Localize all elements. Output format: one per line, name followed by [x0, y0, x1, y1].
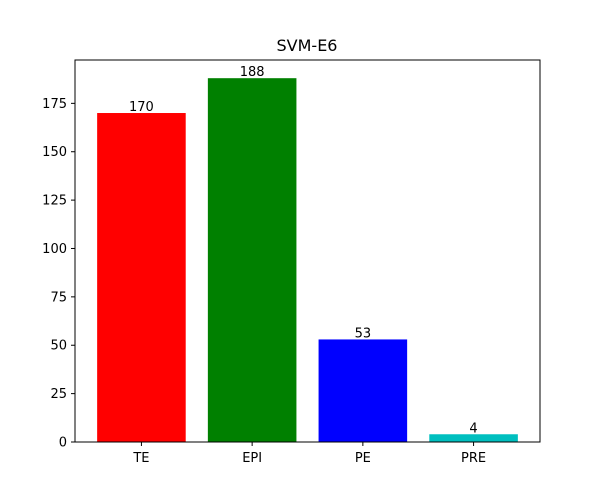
- bars-group: [97, 78, 518, 443]
- plot-frame: [74, 59, 541, 443]
- y-tick-label-125: 125: [42, 194, 67, 209]
- bar-epi: [207, 78, 297, 442]
- y-tick-label-25: 25: [50, 387, 67, 402]
- data-label-pre: 4: [469, 421, 477, 436]
- x-axis: TE EPI PE PRE: [132, 442, 486, 466]
- x-tick-label-pre: PRE: [461, 451, 486, 466]
- data-labels-group: 170 188 53 4: [129, 65, 478, 436]
- y-tick-label-0: 0: [59, 436, 67, 451]
- y-axis: 0 25 50 75 100 125 150 175: [42, 97, 75, 451]
- chart-title: SVM-E6: [277, 36, 338, 55]
- bar-pre: [429, 434, 518, 442]
- y-tick-label-100: 100: [42, 242, 67, 257]
- bar-te: [97, 113, 186, 443]
- y-tick-label-50: 50: [50, 339, 67, 354]
- x-tick-label-pe: PE: [355, 451, 371, 466]
- x-tick-label-te: TE: [132, 451, 149, 466]
- y-tick-label-75: 75: [50, 290, 67, 305]
- y-tick-label-175: 175: [42, 97, 67, 112]
- bar-pe: [318, 339, 408, 442]
- x-tick-label-epi: EPI: [242, 451, 262, 466]
- data-label-epi: 188: [240, 65, 265, 80]
- data-label-pe: 53: [355, 326, 372, 341]
- y-tick-label-150: 150: [42, 145, 67, 160]
- data-label-te: 170: [129, 100, 154, 115]
